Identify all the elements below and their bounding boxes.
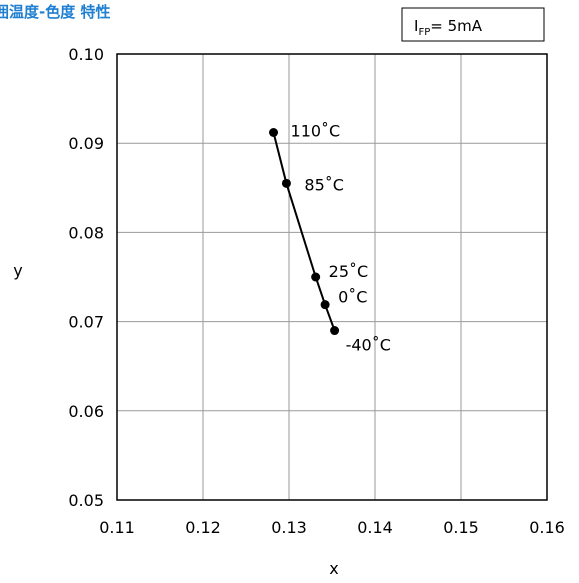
y-axis-label: y	[13, 261, 22, 280]
x-tick-label: 0.13	[271, 518, 307, 537]
data-point	[269, 127, 279, 137]
data-label: 25˚C	[329, 262, 369, 281]
data-label: 0˚C	[338, 288, 367, 307]
data-point	[330, 326, 340, 336]
data-label: -40˚C	[346, 336, 391, 355]
data-labels: 110˚C 85˚C 25˚C 0˚C -40˚C	[291, 121, 391, 354]
condition-box: IFP= 5mA	[401, 7, 545, 42]
data-label: 85˚C	[304, 175, 344, 194]
data-label: 110˚C	[291, 121, 341, 140]
condition-subscript: FP	[418, 27, 430, 38]
plot-frame	[116, 53, 548, 501]
y-tick-label: 0.08	[68, 223, 104, 242]
y-tick-label: 0.10	[68, 45, 104, 64]
x-tick-label: 0.12	[185, 518, 221, 537]
condition-value: = 5mA	[430, 17, 482, 35]
data-point	[320, 300, 330, 310]
y-tick-label: 0.05	[68, 491, 104, 510]
y-tick-label: 0.06	[68, 402, 104, 421]
data-points	[269, 127, 340, 336]
x-tick-label: 0.15	[443, 518, 479, 537]
data-point	[311, 272, 321, 282]
x-tick-labels: 0.11 0.12 0.13 0.14 0.15 0.16	[99, 518, 565, 537]
data-point	[281, 178, 291, 188]
y-tick-labels: 0.05 0.06 0.07 0.08 0.09 0.10	[68, 45, 104, 510]
chart-title: 囲温度-色度 特性	[0, 3, 110, 21]
svg-text:IFP= 5mA: IFP= 5mA	[414, 17, 483, 38]
x-tick-label: 0.11	[99, 518, 135, 537]
x-tick-label: 0.14	[357, 518, 393, 537]
y-tick-label: 0.09	[68, 134, 104, 153]
y-tick-label: 0.07	[68, 313, 104, 332]
condition-symbol: I	[414, 17, 418, 35]
x-axis-label: x	[329, 559, 338, 578]
x-tick-label: 0.16	[529, 518, 565, 537]
